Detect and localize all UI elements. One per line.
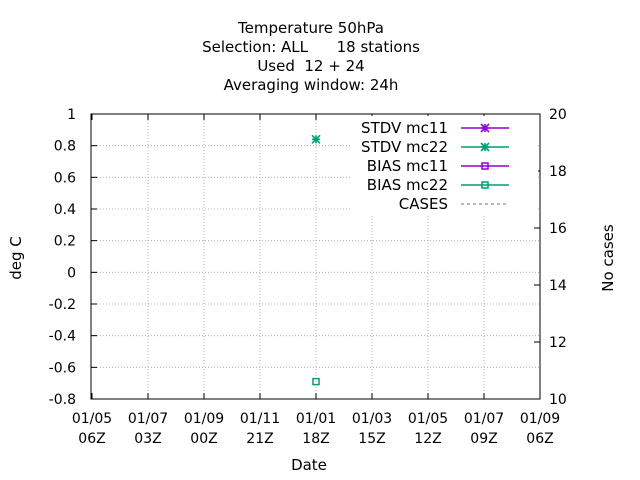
- y2-axis: 20 18 16 14 12 10: [534, 107, 567, 408]
- x-tick-label-hour: 03Z: [134, 431, 161, 447]
- x-tick-label-date: 01/05: [72, 411, 112, 427]
- legend-marker: [481, 181, 489, 189]
- y-tick-label: 0.8: [54, 139, 76, 155]
- x-tick-label-hour: 15Z: [358, 431, 385, 447]
- y-tick-label: 1: [67, 107, 76, 123]
- x-tick-label-hour: 09Z: [470, 431, 497, 447]
- y-axis-label: deg C: [7, 236, 25, 280]
- y2-tick-label: 12: [549, 335, 567, 351]
- legend-label: STDV mc11: [361, 119, 448, 137]
- legend-label: STDV mc22: [361, 138, 448, 156]
- y2-axis-label: No cases: [599, 224, 617, 292]
- y2-tick-label: 20: [549, 107, 567, 123]
- x-tick-label-hour: 06Z: [526, 431, 553, 447]
- legend-marker: [481, 162, 489, 170]
- data-points: [311, 134, 321, 386]
- legend-label: CASES: [399, 195, 448, 213]
- data-point: [311, 134, 321, 144]
- x-tick-label-hour: 21Z: [246, 431, 273, 447]
- x-tick-label-hour: 00Z: [190, 431, 217, 447]
- y-axis: 1 0.8 0.6 0.4 0.2 0 -0.2 -0.4 -0.6 -0.8: [49, 107, 97, 408]
- x-tick-label-date: 01/09: [184, 411, 224, 427]
- legend-marker: [480, 142, 490, 152]
- y-tick-label: -0.4: [49, 329, 76, 345]
- y2-tick-label: 18: [549, 164, 567, 180]
- title-line: Used 12 + 24: [257, 57, 364, 75]
- x-tick-label-date: 01/01: [296, 411, 336, 427]
- y-tick-label: -0.2: [49, 297, 76, 313]
- title-line: Temperature 50hPa: [237, 19, 384, 37]
- x-tick-label-hour: 12Z: [414, 431, 441, 447]
- data-point: [312, 377, 320, 386]
- y-tick-label: 0: [67, 265, 76, 281]
- y-tick-label: -0.8: [49, 392, 76, 408]
- legend-label: BIAS mc11: [367, 157, 448, 175]
- y-tick-label: -0.6: [49, 360, 76, 376]
- y-tick-label: 0.4: [54, 202, 76, 218]
- x-tick-label-date: 01/05: [408, 411, 448, 427]
- grid: [91, 114, 540, 399]
- y2-tick-label: 10: [549, 392, 567, 408]
- x-tick-label-date: 01/11: [240, 411, 280, 427]
- x-axis-label: Date: [291, 456, 327, 474]
- x-tick-label-date: 01/07: [464, 411, 504, 427]
- x-tick-label-date: 01/09: [520, 411, 560, 427]
- legend-marker: [480, 123, 490, 133]
- y-tick-label: 0.2: [54, 234, 76, 250]
- title-line: Averaging window: 24h: [224, 76, 399, 94]
- x-tick-label-date: 01/07: [128, 411, 168, 427]
- x-tick-label-hour: 06Z: [78, 431, 105, 447]
- x-axis: 01/05 06Z 01/07 03Z 01/09 00Z 01/11 21Z 01/01 18Z…: [72, 114, 560, 447]
- title-line: Selection: ALL 18 stations: [202, 38, 420, 56]
- y2-tick-label: 16: [549, 221, 567, 237]
- x-tick-label-hour: 18Z: [302, 431, 329, 447]
- y2-tick-label: 14: [549, 278, 567, 294]
- legend-label: BIAS mc22: [367, 176, 448, 194]
- x-tick-label-date: 01/03: [352, 411, 392, 427]
- y-tick-label: 0.6: [54, 170, 76, 186]
